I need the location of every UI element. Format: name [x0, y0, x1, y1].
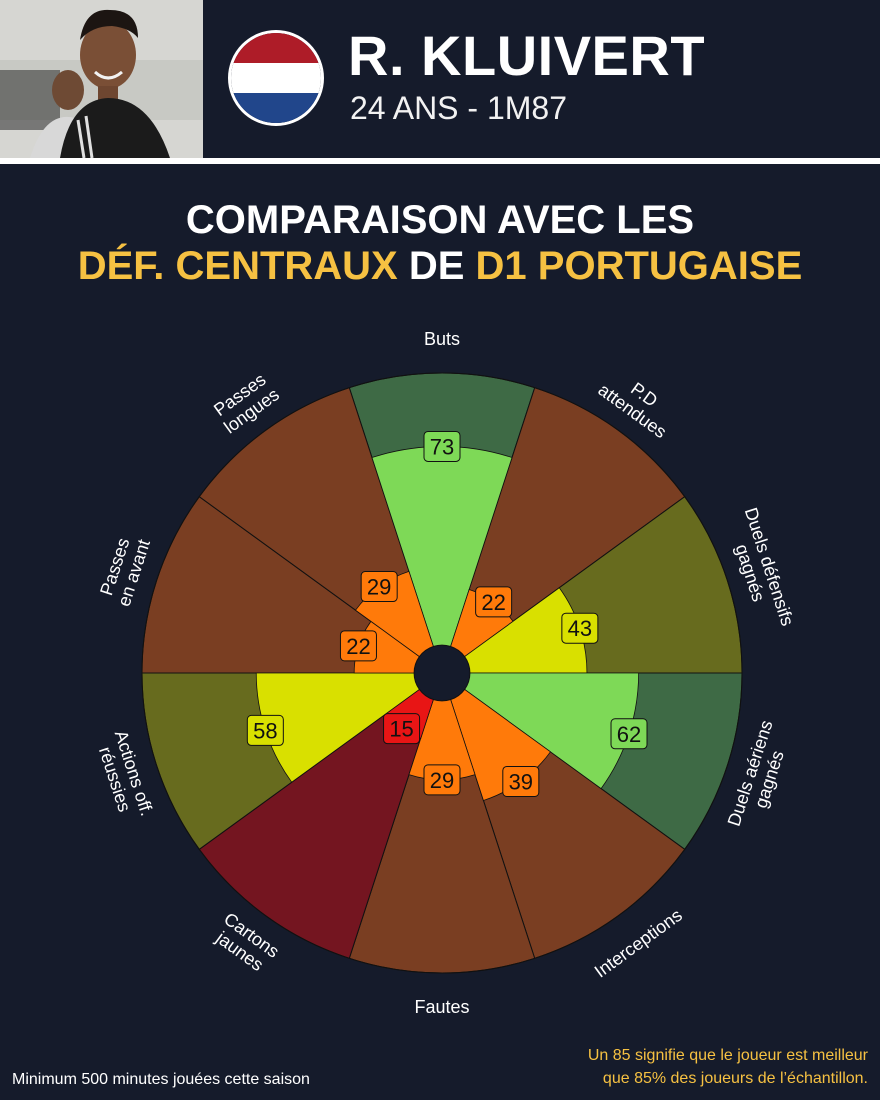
value-label-box: [360, 571, 398, 603]
footer-explanation: Un 85 signifie que le joueur est meilleu…: [468, 1044, 868, 1090]
value-label-text: 58: [253, 718, 277, 743]
value-label-box: [475, 586, 513, 618]
category-label-actions-off-reussies: Actions off.réussies: [92, 728, 157, 825]
value-label-box: [339, 630, 377, 662]
value-label-text: 73: [430, 434, 454, 459]
player-info: 24 ANS - 1M87: [350, 90, 567, 126]
category-label-buts: Buts: [424, 329, 460, 349]
flag-stripe-red: [231, 33, 321, 63]
value-label-box: [502, 765, 540, 797]
value-label-text: 22: [481, 590, 505, 615]
pizza-center-hole: [415, 646, 469, 700]
value-label-cartons-jaunes: 15: [383, 713, 421, 745]
value-label-box: [423, 764, 461, 796]
pizza-slice-value-duels-aeriens-gagnes: [464, 672, 640, 790]
player-photo: [0, 0, 203, 158]
value-label-text: 62: [617, 722, 641, 747]
value-label-p-d-attendues: 22: [475, 586, 513, 618]
title-line-1: COMPARAISON AVEC LES: [185, 198, 695, 242]
value-label-box: [383, 713, 421, 745]
player-name: R. KLUIVERT: [348, 24, 706, 87]
flag-stripe-white: [231, 63, 321, 93]
value-label-text: 39: [509, 769, 533, 794]
title-league: D1 PORTUGAISE: [475, 244, 803, 288]
value-label-fautes: 29: [423, 764, 461, 796]
value-label-duels-aeriens-gagnes: 62: [610, 718, 648, 750]
value-label-box: [246, 714, 284, 746]
player-photo-illustration: [0, 0, 203, 158]
value-label-text: 43: [568, 616, 592, 641]
value-label-text: 29: [430, 768, 454, 793]
footer-explanation-line-2: que 85% des joueurs de l’échantillon.: [602, 1070, 868, 1088]
value-label-buts: 73: [423, 430, 461, 462]
value-label-box: [423, 430, 461, 462]
footer-note: Minimum 500 minutes jouées cette saison: [12, 1071, 310, 1088]
title-connector: DE: [397, 244, 476, 288]
value-label-passes-en-avant: 22: [339, 630, 377, 662]
value-label-box: [610, 718, 648, 750]
pizza-outline: [141, 372, 743, 974]
value-label-actions-off-reussies: 58: [246, 714, 284, 746]
title-position: DÉF. CENTRAUX: [77, 244, 398, 288]
title-line-2: DÉF. CENTRAUX DE D1 PORTUGAISE: [0, 246, 880, 286]
pizza-slice-value-actions-off-reussies: [255, 672, 420, 783]
value-label-passes-longues: 29: [360, 571, 398, 603]
header: R. KLUIVERT 24 ANS - 1M87: [0, 0, 880, 158]
category-label-passes-en-avant: Passesen avant: [95, 531, 154, 609]
value-label-box: [561, 612, 599, 644]
flag-stripe-blue: [231, 93, 321, 123]
value-label-interceptions: 39: [502, 765, 540, 797]
pizza-slice-value-buts: [371, 446, 513, 647]
netherlands-flag-icon: [228, 30, 324, 126]
footer-explanation-line-1: Un 85 signifie que le joueur est meilleu…: [587, 1047, 868, 1064]
header-divider: [0, 158, 880, 164]
value-label-text: 22: [346, 634, 370, 659]
value-label-duels-defensifs-gagnes: 43: [561, 612, 599, 644]
pizza-value-labels-layer: 73 22 43 62 39 29 15 58 22 29: [246, 430, 648, 797]
value-label-text: 29: [367, 575, 391, 600]
category-label-fautes: Fautes: [414, 997, 469, 1017]
pizza-slice-value-duels-defensifs-gagnes: [464, 587, 588, 674]
value-label-text: 15: [389, 717, 413, 742]
